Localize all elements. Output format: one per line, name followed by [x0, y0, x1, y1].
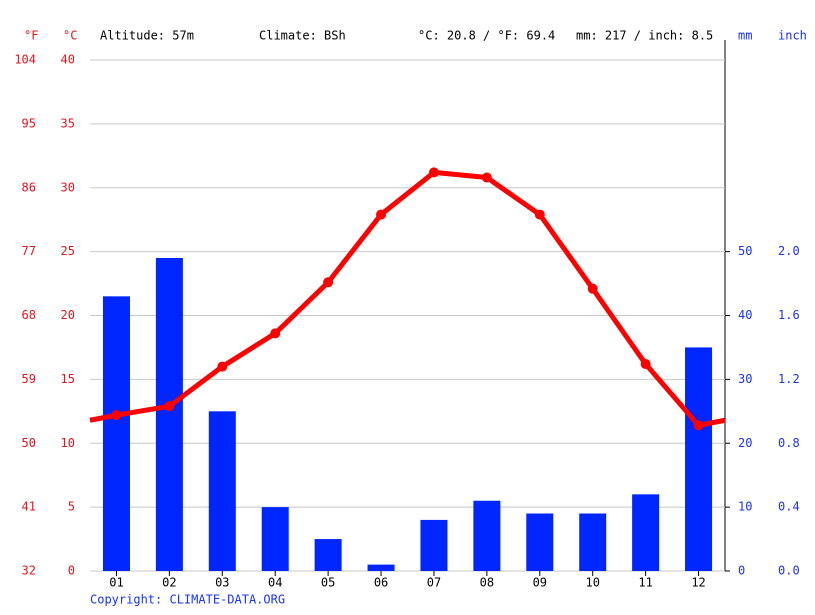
temperature-point	[376, 209, 387, 220]
inch-tick-label: 0.4	[778, 500, 800, 514]
temperature-point	[111, 410, 122, 421]
x-tick-label: 06	[374, 576, 388, 590]
header-text: Climate: BSh	[259, 29, 346, 43]
fahrenheit-tick-label: 59	[22, 372, 36, 386]
fahrenheit-tick-label: 77	[22, 244, 36, 258]
mm-tick-label: 20	[738, 436, 752, 450]
x-tick-label: 05	[321, 576, 335, 590]
header-text: mm: 217 / inch: 8.5	[576, 29, 713, 43]
precipitation-bar	[261, 507, 289, 571]
inch-tick-label: 0.0	[778, 564, 800, 578]
fahrenheit-tick-label: 95	[22, 116, 36, 130]
celsius-tick-label: 0	[68, 564, 75, 578]
celsius-tick-label: 20	[61, 308, 75, 322]
x-tick-label: 02	[162, 576, 176, 590]
celsius-unit: °C	[63, 29, 77, 43]
fahrenheit-tick-label: 41	[22, 500, 36, 514]
precipitation-bar	[473, 500, 501, 571]
x-tick-label: 08	[480, 576, 494, 590]
fahrenheit-tick-label: 68	[22, 308, 36, 322]
temperature-point	[587, 283, 598, 294]
celsius-tick-label: 15	[61, 372, 75, 386]
temperature-point	[428, 167, 439, 178]
inch-tick-label: 2.0	[778, 244, 800, 258]
temperature-point	[323, 277, 334, 288]
fahrenheit-tick-label: 50	[22, 436, 36, 450]
celsius-tick-label: 10	[61, 436, 75, 450]
temperature-point	[164, 401, 175, 412]
fahrenheit-unit: °F	[24, 29, 38, 43]
mm-unit: mm	[738, 29, 752, 43]
precipitation-bar	[314, 539, 342, 571]
mm-tick-label: 10	[738, 500, 752, 514]
fahrenheit-tick-label: 86	[22, 180, 36, 194]
precipitation-bar	[208, 411, 236, 571]
header-text: Altitude: 57m	[100, 29, 194, 43]
precipitation-bar	[526, 513, 554, 571]
inch-tick-label: 1.2	[778, 372, 800, 386]
temperature-point	[693, 420, 704, 431]
precipitation-bar	[685, 347, 713, 571]
mm-tick-label: 50	[738, 244, 752, 258]
x-tick-label: 11	[638, 576, 652, 590]
temperature-point	[217, 361, 228, 372]
temperature-line	[116, 169, 701, 427]
celsius-tick-label: 25	[61, 244, 75, 258]
copyright: Copyright: CLIMATE-DATA.ORG	[90, 593, 285, 607]
temperature-point	[534, 209, 545, 220]
precipitation-bar	[367, 564, 395, 571]
x-tick-label: 07	[427, 576, 441, 590]
x-tick-label: 04	[268, 576, 282, 590]
x-tick-label: 12	[691, 576, 705, 590]
inch-unit: inch	[778, 29, 807, 43]
header-text: °C: 20.8 / °F: 69.4	[418, 29, 555, 43]
inch-tick-label: 1.6	[778, 308, 800, 322]
celsius-tick-label: 5	[68, 500, 75, 514]
x-tick-label: 01	[109, 576, 123, 590]
celsius-tick-label: 40	[61, 53, 75, 67]
temperature-point	[270, 328, 281, 339]
x-tick-label: 10	[585, 576, 599, 590]
inch-tick-label: 0.8	[778, 436, 800, 450]
temperature-point	[640, 359, 651, 370]
celsius-tick-label: 35	[61, 116, 75, 130]
celsius-tick-label: 30	[61, 180, 75, 194]
x-tick-label: 09	[533, 576, 547, 590]
precipitation-bar	[632, 494, 660, 571]
fahrenheit-tick-label: 104	[14, 53, 36, 67]
fahrenheit-tick-label: 32	[22, 564, 36, 578]
mm-tick-label: 40	[738, 308, 752, 322]
mm-tick-label: 0	[738, 564, 745, 578]
precipitation-bar	[579, 513, 607, 571]
mm-tick-label: 30	[738, 372, 752, 386]
precipitation-bar	[102, 296, 130, 571]
precipitation-bar	[155, 258, 183, 571]
precipitation-bar	[420, 519, 448, 571]
temperature-point	[481, 172, 492, 183]
x-tick-label: 03	[215, 576, 229, 590]
